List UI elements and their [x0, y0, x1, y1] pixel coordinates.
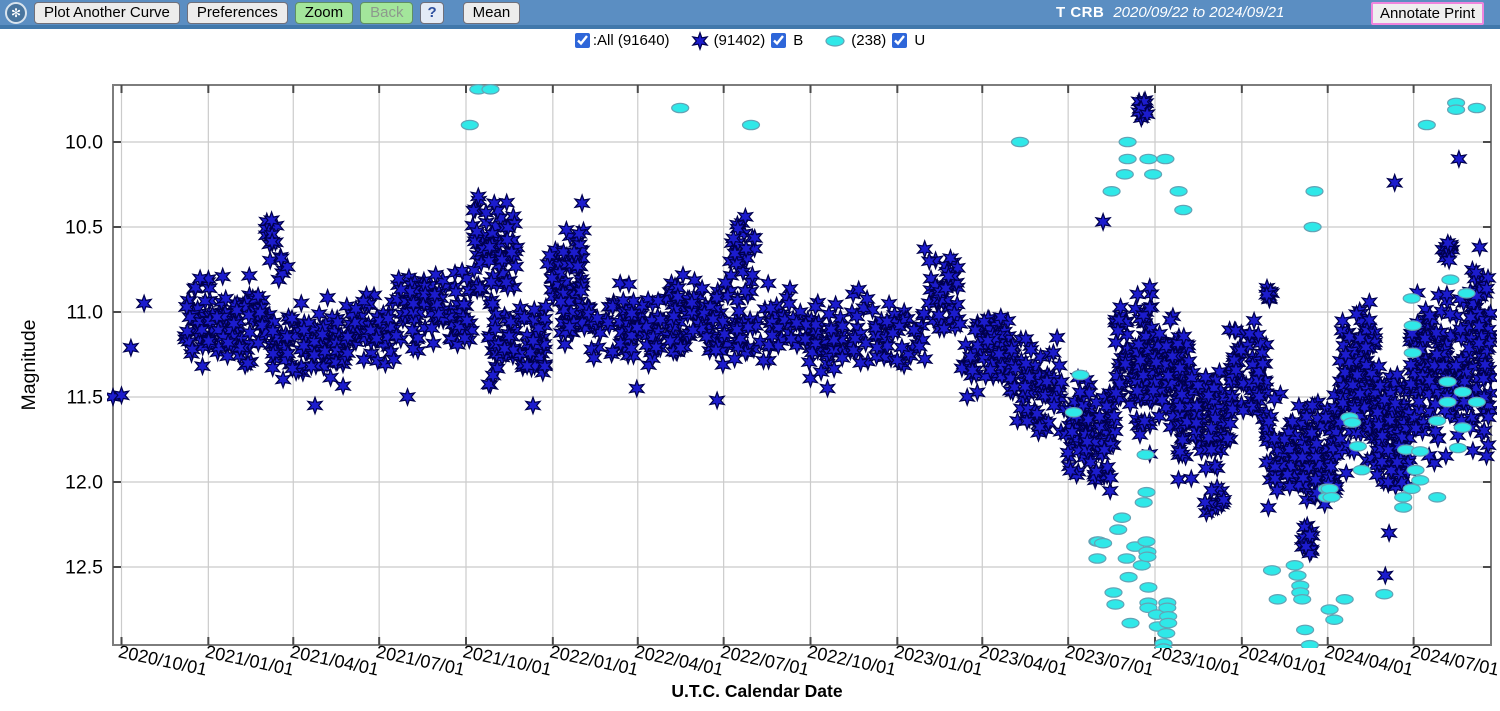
all-label: :All (91640) [592, 32, 670, 49]
u-band-label: U [914, 32, 926, 49]
b-count-label: (91402) [713, 32, 766, 49]
star-name: T CRB [1056, 4, 1105, 21]
x-tick-label: 2022/01/01 [548, 641, 640, 679]
all-series-toggle[interactable]: :All (91640) [574, 32, 670, 49]
date-range: 2020/09/22 to 2024/09/21 [1113, 4, 1285, 21]
x-tick-label: 2024/07/01 [1409, 641, 1500, 679]
help-button[interactable]: ? [420, 1, 444, 24]
x-tick-label: 2024/04/01 [1323, 641, 1415, 679]
b-series-points [107, 91, 1497, 585]
annotate-print-button[interactable]: Annotate Print [1370, 2, 1484, 25]
x-tick-label: 2022/10/01 [806, 641, 898, 679]
y-tick-label: 11.0 [66, 302, 103, 324]
x-tick-label: 2021/01/01 [203, 641, 295, 679]
all-checkbox[interactable] [574, 33, 590, 48]
x-tick-label: 2020/10/01 [117, 641, 209, 679]
mean-button[interactable]: Mean [462, 1, 521, 24]
x-tick-label: 2022/04/01 [633, 641, 725, 679]
u-series-points [460, 84, 1486, 648]
x-tick-label: 2023/01/01 [892, 641, 984, 679]
back-button[interactable]: Back [360, 1, 414, 24]
y-tick-label: 12.5 [65, 557, 103, 579]
y-tick-label: 12.0 [65, 472, 103, 494]
preferences-button[interactable]: Preferences [186, 1, 288, 24]
legend: :All (91640) (91402) B (238) U [0, 29, 1500, 52]
x-tick-label: 2023/04/01 [977, 641, 1069, 679]
u-checkbox[interactable] [892, 33, 908, 48]
aavso-logo-icon[interactable]: ✻ [5, 1, 27, 24]
x-tick-label: 2021/07/01 [374, 641, 466, 679]
x-tick-label: 2021/10/01 [461, 641, 553, 679]
y-axis-tick-labels: 10.0 10.5 11.0 11.5 12.0 12.5 [65, 132, 103, 579]
y-axis-title: Magnitude [18, 319, 40, 410]
b-checkbox[interactable] [771, 33, 787, 48]
b-band-label: B [793, 32, 804, 49]
x-axis-tick-labels: 2020/10/012021/01/012021/04/012021/07/01… [117, 641, 1500, 679]
y-tick-label: 10.5 [65, 217, 103, 239]
toolbar: ✻ Plot Another Curve Preferences Zoom Ba… [0, 0, 1500, 29]
u-series-ellipse-icon [825, 34, 845, 47]
plot-another-curve-button[interactable]: Plot Another Curve [34, 1, 180, 24]
u-count-label: (238) [851, 32, 887, 49]
tick-marks [113, 85, 1491, 645]
x-tick-label: 2022/07/01 [719, 641, 811, 679]
x-axis-title: U.T.C. Calendar Date [671, 681, 842, 701]
y-tick-label: 11.5 [66, 387, 103, 409]
x-tick-label: 2021/04/01 [288, 641, 380, 679]
page-title: T CRB 2020/09/22 to 2024/09/21 [1056, 4, 1284, 21]
y-tick-label: 10.0 [65, 132, 103, 154]
x-tick-label: 2023/07/01 [1063, 641, 1155, 679]
b-series-star-icon [691, 31, 708, 50]
zoom-button[interactable]: Zoom [294, 1, 354, 24]
